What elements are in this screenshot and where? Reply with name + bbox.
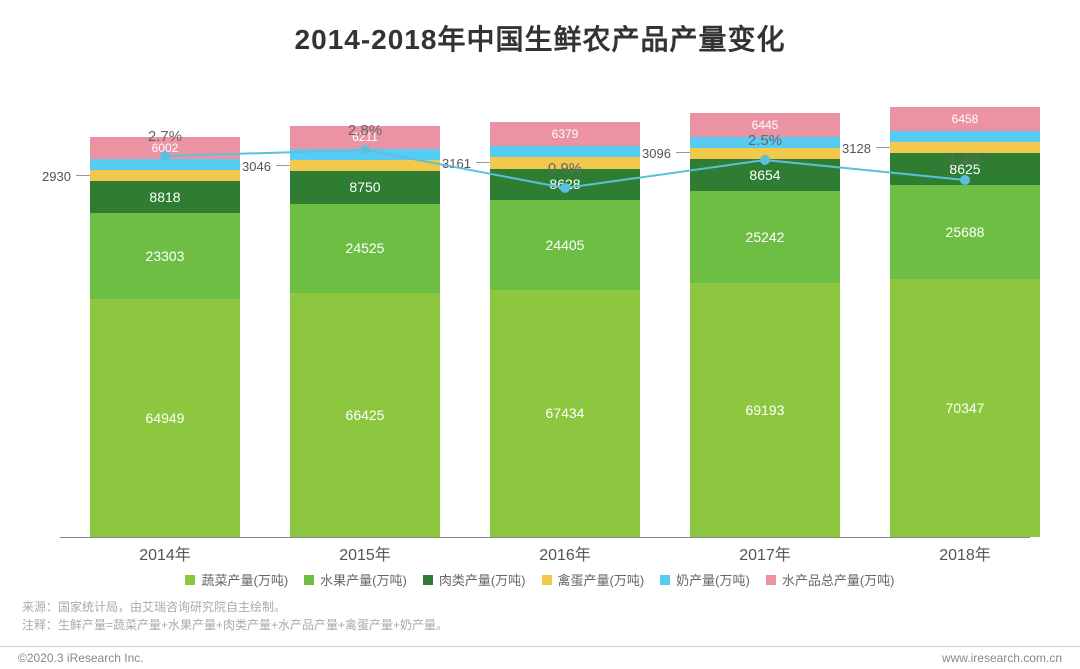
legend-item: 蔬菜产量(万吨) [185,570,288,589]
external-label-4: 3128 [842,141,871,156]
bar-seg-5: 6379 [490,122,640,145]
bar-seg-0: 66425 [290,293,440,537]
bar-seg-0: 67434 [490,290,640,537]
legend-swatch [766,575,776,585]
legend-swatch [660,575,670,585]
bar-seg-4 [290,149,440,161]
pct-label: 1.4% [935,152,995,169]
legend-label: 水产品总产量(万吨) [782,570,895,589]
legend-label: 水果产量(万吨) [320,570,407,589]
bar-seg-3 [690,148,840,159]
bar-seg-1: 25242 [690,191,840,284]
bar-seg-0: 70347 [890,279,1040,537]
external-label-3: 3096 [642,146,671,161]
bar-seg-2: 8818 [90,181,240,213]
external-label-1: 3046 [242,159,271,174]
bar-seg-4 [490,146,640,157]
legend-item: 禽蛋产量(万吨) [542,570,645,589]
bar-seg-5: 6458 [890,107,1040,131]
pct-label: 0.9% [535,160,595,177]
bar-seg-1: 23303 [90,213,240,298]
legend: 蔬菜产量(万吨) 水果产量(万吨) 肉类产量(万吨) 禽蛋产量(万吨) 奶产量(万吨) 水… [0,570,1080,589]
legend-swatch [304,575,314,585]
x-axis-label: 2018年 [890,541,1040,565]
bar-seg-4 [890,131,1040,142]
legend-label: 蔬菜产量(万吨) [201,570,288,589]
bar-seg-2: 8750 [290,171,440,203]
legend-swatch [542,575,552,585]
source-line-2: 注释：生鲜产量=蔬菜产量+水果产量+肉类产量+水产品产量+禽蛋产量+奶产量。 [22,616,448,634]
legend-item: 水产品总产量(万吨) [766,570,895,589]
legend-label: 奶产量(万吨) [676,570,750,589]
bar-seg-1: 24405 [490,200,640,289]
x-axis-label: 2015年 [290,541,440,565]
site-url: www.iresearch.com.cn [942,651,1062,665]
bar-seg-1: 24525 [290,204,440,294]
x-axis-label: 2017年 [690,541,840,565]
external-label-0: 2930 [42,169,71,184]
pct-label: 2.5% [735,132,795,149]
bar-seg-2: 8654 [690,159,840,191]
pct-label: 2.7% [135,128,195,145]
copyright: ©2020.3 iResearch Inc. [18,651,144,665]
bar-seg-0: 64949 [90,299,240,537]
bar-seg-0: 69193 [690,283,840,537]
legend-label: 肉类产量(万吨) [439,570,526,589]
source-note: 来源：国家统计局，由艾瑞咨询研究院自主绘制。 注释：生鲜产量=蔬菜产量+水果产量… [22,598,448,634]
bar-seg-3 [290,160,440,171]
legend-swatch [423,575,433,585]
x-axis-label: 2016年 [490,541,640,565]
external-label-2: 3161 [442,156,471,171]
legend-swatch [185,575,195,585]
chart-title: 2014-2018年中国生鲜农产品产量变化 [0,18,1080,58]
bar-seg-1: 25688 [890,185,1040,279]
source-line-1: 来源：国家统计局，由艾瑞咨询研究院自主绘制。 [22,598,448,616]
bar-seg-4 [90,159,240,171]
legend-item: 水果产量(万吨) [304,570,407,589]
legend-label: 禽蛋产量(万吨) [558,570,645,589]
bar-seg-3 [90,170,240,181]
legend-item: 奶产量(万吨) [660,570,750,589]
footer: ©2020.3 iResearch Inc. www.iresearch.com… [0,646,1080,665]
pct-label: 2.8% [335,122,395,139]
x-axis-label: 2014年 [90,541,240,565]
legend-item: 肉类产量(万吨) [423,570,526,589]
